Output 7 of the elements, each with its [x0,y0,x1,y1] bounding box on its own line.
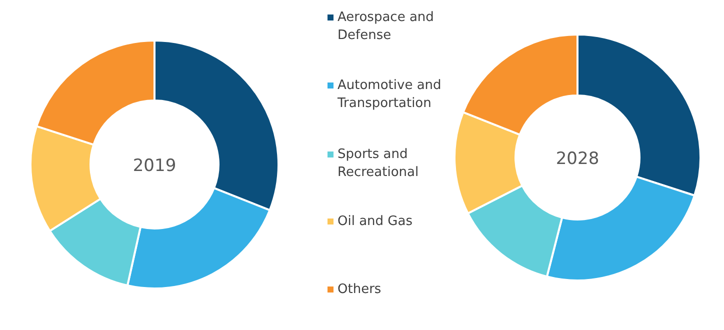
legend-label: Automotive and Transportation [336,78,442,111]
legend-label: Oil and Gas [338,214,413,229]
legend-label: Others [338,282,382,297]
legend-label: Aerospace and Defense [338,10,434,43]
legend-label: Sports and Recreational [338,147,419,180]
slice-label: 2019 [132,156,176,176]
slice-label: 2028 [556,149,600,169]
